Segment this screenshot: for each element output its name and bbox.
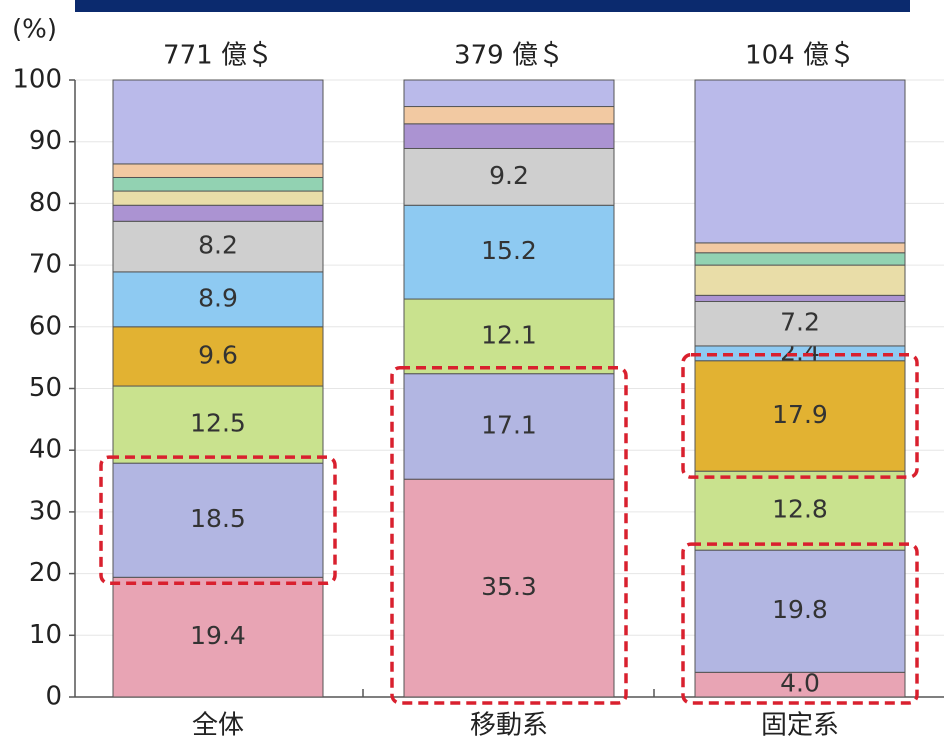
bar-segment bbox=[403, 298, 615, 375]
bar-segment bbox=[694, 242, 906, 254]
bar-segment bbox=[112, 79, 324, 165]
y-tick-label: 50 bbox=[29, 373, 62, 403]
bar-segment bbox=[403, 123, 615, 149]
bar-segment bbox=[403, 147, 615, 206]
segment-label: 8.9 bbox=[198, 283, 238, 312]
bar-segment bbox=[403, 106, 615, 125]
y-tick-label: 90 bbox=[29, 126, 62, 156]
x-tick-label: 移動系 bbox=[470, 711, 548, 741]
x-tick-label: 全体 bbox=[192, 711, 244, 741]
segment-label: 12.5 bbox=[190, 409, 246, 438]
y-tick-label: 100 bbox=[12, 65, 62, 95]
bar-segment bbox=[112, 163, 324, 178]
y-tick-label: 30 bbox=[29, 496, 62, 526]
segment-label: 17.1 bbox=[481, 410, 537, 439]
bar-segment bbox=[694, 671, 906, 698]
y-tick-label: 40 bbox=[29, 435, 62, 465]
bar-segment bbox=[403, 478, 615, 698]
bar-segment bbox=[694, 360, 906, 472]
bar-segment bbox=[694, 252, 906, 266]
x-tick-label: 固定系 bbox=[761, 711, 839, 741]
bar-segment bbox=[694, 301, 906, 347]
bar-segment bbox=[112, 176, 324, 192]
bar-segment bbox=[403, 204, 615, 300]
segment-label: 8.2 bbox=[198, 231, 238, 260]
segment-label: 19.8 bbox=[772, 595, 828, 624]
segment-label: 17.9 bbox=[772, 400, 828, 429]
segment-label: 19.4 bbox=[190, 621, 246, 650]
segment-label: 7.2 bbox=[780, 308, 820, 337]
segment-label: 4.0 bbox=[780, 669, 820, 698]
bar-segment bbox=[694, 470, 906, 551]
bar-segment bbox=[112, 326, 324, 387]
bar-segment bbox=[403, 79, 615, 108]
y-axis-label: (%) bbox=[12, 15, 57, 45]
segment-label: 9.2 bbox=[489, 161, 529, 190]
total-label: 379 億＄ bbox=[454, 41, 564, 71]
segment-label: 9.6 bbox=[198, 340, 238, 369]
y-tick-label: 70 bbox=[29, 250, 62, 280]
bar-segment bbox=[694, 294, 906, 303]
segment-label: 12.8 bbox=[772, 495, 828, 524]
bar-segment bbox=[694, 79, 906, 244]
segment-label: 15.2 bbox=[481, 236, 537, 265]
bar-segment bbox=[112, 271, 324, 328]
y-tick-label: 10 bbox=[29, 620, 62, 650]
total-label: 771 億＄ bbox=[163, 41, 273, 71]
highlight-box bbox=[681, 352, 919, 479]
total-label: 104 億＄ bbox=[745, 41, 855, 71]
bar-segment bbox=[112, 576, 324, 698]
bar-segment bbox=[694, 549, 906, 673]
bar-segment bbox=[112, 462, 324, 578]
bar-segment bbox=[112, 385, 324, 464]
header-band bbox=[75, 0, 910, 12]
bar-segment bbox=[694, 264, 906, 296]
y-tick-label: 0 bbox=[45, 682, 62, 712]
segment-label: 12.1 bbox=[481, 320, 537, 349]
bar-segment bbox=[112, 204, 324, 222]
y-tick-label: 60 bbox=[29, 311, 62, 341]
y-tick-label: 20 bbox=[29, 558, 62, 588]
y-tick-label: 80 bbox=[29, 188, 62, 218]
bar-segment bbox=[112, 190, 324, 206]
segment-label: 18.5 bbox=[190, 504, 246, 533]
bar-segment bbox=[112, 220, 324, 273]
highlight-box bbox=[390, 365, 628, 705]
segment-label: 35.3 bbox=[481, 572, 537, 601]
